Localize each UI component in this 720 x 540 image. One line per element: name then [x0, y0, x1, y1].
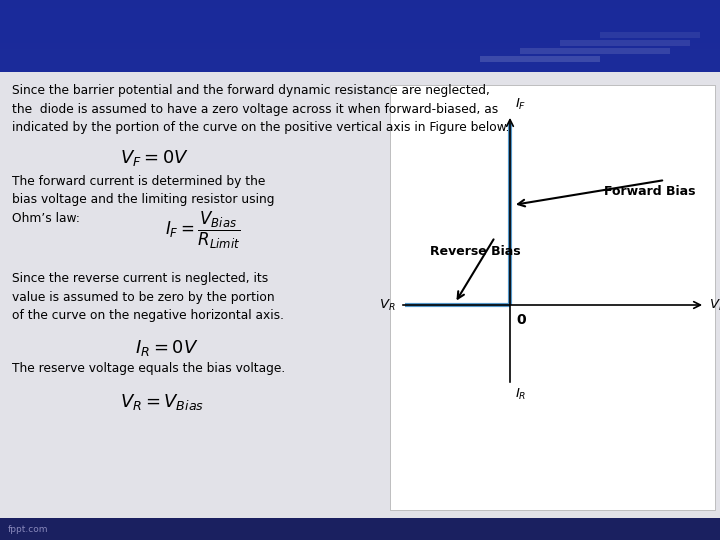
Text: The forward current is determined by the
bias voltage and the limiting resistor : The forward current is determined by the… — [12, 175, 274, 225]
Text: $I_R$: $I_R$ — [515, 387, 526, 402]
Text: Forward Bias: Forward Bias — [603, 185, 695, 198]
Bar — [0, 0, 720, 72]
Text: The reserve voltage equals the bias voltage.: The reserve voltage equals the bias volt… — [12, 362, 285, 375]
Bar — [0, 72, 720, 518]
Text: $I_{R}= 0V$: $I_{R}= 0V$ — [135, 338, 199, 358]
Text: $V_{R}= V_{Bias}$: $V_{R}= V_{Bias}$ — [120, 392, 204, 412]
Text: fppt.com: fppt.com — [8, 524, 48, 534]
Text: $V_{F}= 0V$: $V_{F}= 0V$ — [120, 148, 189, 168]
Text: $V_F$: $V_F$ — [709, 298, 720, 313]
Bar — [560, 40, 690, 46]
Text: Since the reverse current is neglected, its
value is assumed to be zero by the p: Since the reverse current is neglected, … — [12, 272, 284, 322]
Text: $I_F$: $I_F$ — [515, 97, 526, 112]
Text: $I_{F} = \dfrac{V_{Bias}}{R_{Limit}}$: $I_{F} = \dfrac{V_{Bias}}{R_{Limit}}$ — [165, 210, 240, 251]
Text: Reverse Bias: Reverse Bias — [430, 245, 521, 258]
Text: Since the barrier potential and the forward dynamic resistance are neglected,
th: Since the barrier potential and the forw… — [12, 84, 510, 134]
Bar — [0, 518, 720, 540]
Text: $V_R$: $V_R$ — [379, 298, 396, 313]
Text: 0: 0 — [516, 313, 526, 327]
Bar — [520, 48, 670, 54]
Bar — [600, 32, 700, 38]
Bar — [480, 56, 600, 62]
Bar — [390, 85, 715, 510]
